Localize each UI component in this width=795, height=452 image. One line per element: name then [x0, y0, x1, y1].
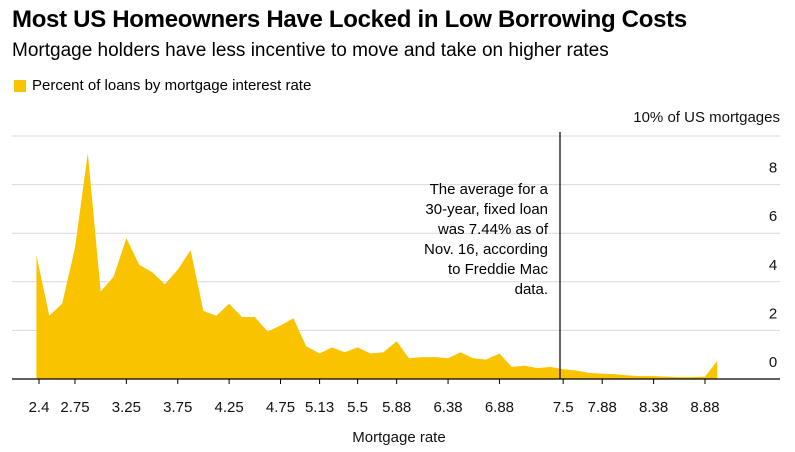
x-tick-label-2.75: 2.75	[60, 399, 89, 416]
x-tick-label-4.75: 4.75	[266, 399, 295, 416]
annotation-text-line: Nov. 16, according	[424, 241, 548, 258]
chart-subtitle: Mortgage holders have less incentive to …	[12, 40, 609, 61]
x-tick-label-5.13: 5.13	[305, 399, 334, 416]
x-tick-label-7.5: 7.5	[553, 399, 574, 416]
x-tick-label-5.5: 5.5	[347, 399, 368, 416]
axes	[12, 378, 780, 384]
annotation-text-line: was 7.44% as of	[437, 221, 549, 238]
x-tick-label-6.88: 6.88	[485, 399, 514, 416]
annotation-text-line: data.	[515, 281, 548, 298]
x-tick-label-3.75: 3.75	[163, 399, 192, 416]
chart-title: Most US Homeowners Have Locked in Low Bo…	[12, 6, 687, 33]
annotation-text-line: The average for a	[430, 181, 549, 198]
y-tick-label-0: 0	[769, 354, 777, 371]
annotation: The average for a 30-year, fixed loan was …	[424, 132, 561, 379]
x-tick-label-2.4: 2.4	[29, 399, 50, 416]
y-tick-label-4: 4	[769, 257, 777, 274]
annotation-text-line: to Freddie Mac	[448, 261, 549, 278]
y-axis-top-label: 10% of US mortgages	[633, 109, 780, 126]
x-tick-label-3.25: 3.25	[112, 399, 141, 416]
y-tick-label-6: 6	[769, 208, 777, 225]
y-tick-labels: 0 2 4 6 8	[769, 160, 777, 371]
x-tick-label-8.38: 8.38	[639, 399, 668, 416]
area-fill	[36, 153, 718, 379]
x-tick-label-8.88: 8.88	[690, 399, 719, 416]
grid-lines	[12, 135, 780, 331]
legend: Percent of loans by mortgage interest ra…	[14, 77, 311, 94]
x-tick-label-6.38: 6.38	[433, 399, 462, 416]
x-tick-labels: 2.4 2.75 3.25 3.75 4.25 4.75 5.13 5.5 5.88 6.38 6.…	[29, 399, 720, 416]
x-tick-label-7.88: 7.88	[588, 399, 617, 416]
y-tick-label-2: 2	[769, 305, 777, 322]
y-tick-label-8: 8	[769, 160, 777, 177]
x-tick-label-5.88: 5.88	[382, 399, 411, 416]
x-tick-label-4.25: 4.25	[215, 399, 244, 416]
annotation-text-line: 30-year, fixed loan	[425, 201, 548, 218]
x-axis-title: Mortgage rate	[352, 429, 445, 446]
area-series	[36, 153, 718, 379]
legend-swatch	[14, 79, 26, 92]
legend-label: Percent of loans by mortgage interest ra…	[32, 77, 312, 94]
